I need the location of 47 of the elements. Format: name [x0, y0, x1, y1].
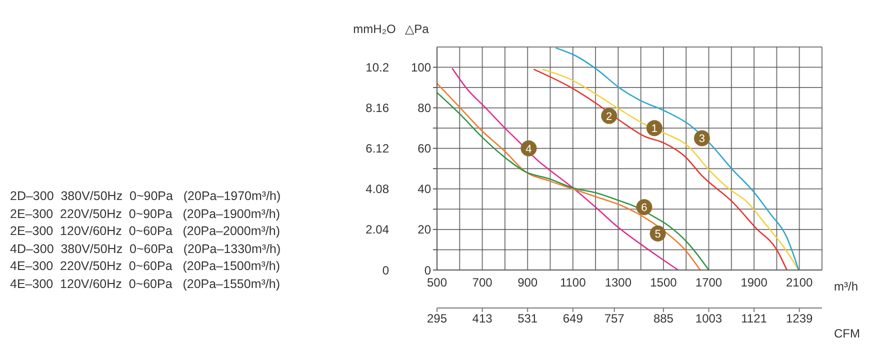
y-tick-label: 100 — [410, 60, 432, 75]
text: 2E–300 220V/50Hz 0~90Pa (20Pa–1900m³/h) — [10, 206, 281, 223]
annotation: 3 — [698, 133, 706, 146]
x-tick-label: 900 — [518, 276, 538, 290]
annotation: 2 — [606, 110, 612, 123]
y2-axis-title: mmH₂O — [353, 22, 396, 36]
x2-tick-label: 757 — [604, 312, 625, 326]
annotation: 4 — [526, 143, 532, 156]
x-axis-title: m³/h — [834, 279, 858, 294]
x-tick-label: 700 — [472, 276, 493, 290]
text: 2D–300 380V/50Hz 0~90Pa (20Pa–1970m³/h) — [10, 188, 281, 205]
y-tick-label: 60 — [418, 142, 432, 156]
x2-tick-label: 413 — [472, 312, 493, 326]
x2-axis-title: CFM — [834, 326, 860, 340]
y-tick-label: 40 — [418, 182, 432, 196]
y-tick-label: 20 — [418, 222, 432, 237]
x-tick-label: 2100 — [786, 276, 814, 290]
x-tick-label: 1900 — [740, 276, 768, 290]
y2-tick-label: 0 — [382, 263, 390, 278]
x-tick-label: 1500 — [650, 276, 678, 290]
annotation: 6 — [641, 202, 648, 214]
x2-tick-label: 1239 — [786, 312, 814, 326]
x-tick-label: 1700 — [695, 276, 722, 290]
x2-tick-label: 531 — [518, 312, 538, 326]
y2-tick-label: 4.08 — [366, 182, 390, 196]
x2-tick-label: 649 — [562, 312, 584, 326]
y2-tick-label: 2.04 — [366, 222, 390, 237]
text: 4D–300 380V/50Hz 0~60Pa (20Pa–1330m³/h) — [10, 240, 281, 258]
x-tick-label: 1300 — [604, 276, 632, 290]
x2-tick-label: 1121 — [741, 312, 768, 326]
y-axis-title: △Pa — [405, 22, 430, 36]
annotation: 1 — [651, 123, 658, 136]
x2-tick-label: 885 — [653, 312, 674, 326]
text: 4E–300 220V/50Hz 0~60Pa (20Pa–1500m³/h) — [10, 258, 281, 276]
x-tick-label: 500 — [426, 276, 448, 290]
line-series — [452, 68, 679, 270]
x2-tick-label: 295 — [426, 312, 448, 326]
x2-tick-label: 1003 — [695, 312, 722, 326]
annotation: 5 — [654, 228, 661, 241]
y2-tick-label: 6.12 — [366, 142, 390, 156]
text: 4E–300 120V/60Hz 0~60Pa (20Pa–1550m³/h) — [10, 276, 281, 293]
text: 2E–300 120V/60Hz 0~60Pa (20Pa–2000m³/h) — [10, 223, 281, 240]
x-tick-label: 1100 — [560, 276, 586, 290]
y-tick-label: 0 — [424, 263, 432, 278]
y-tick-label: 80 — [418, 101, 432, 116]
y2-tick-label: 8.16 — [366, 101, 390, 116]
y2-tick-label: 10.2 — [366, 60, 390, 75]
